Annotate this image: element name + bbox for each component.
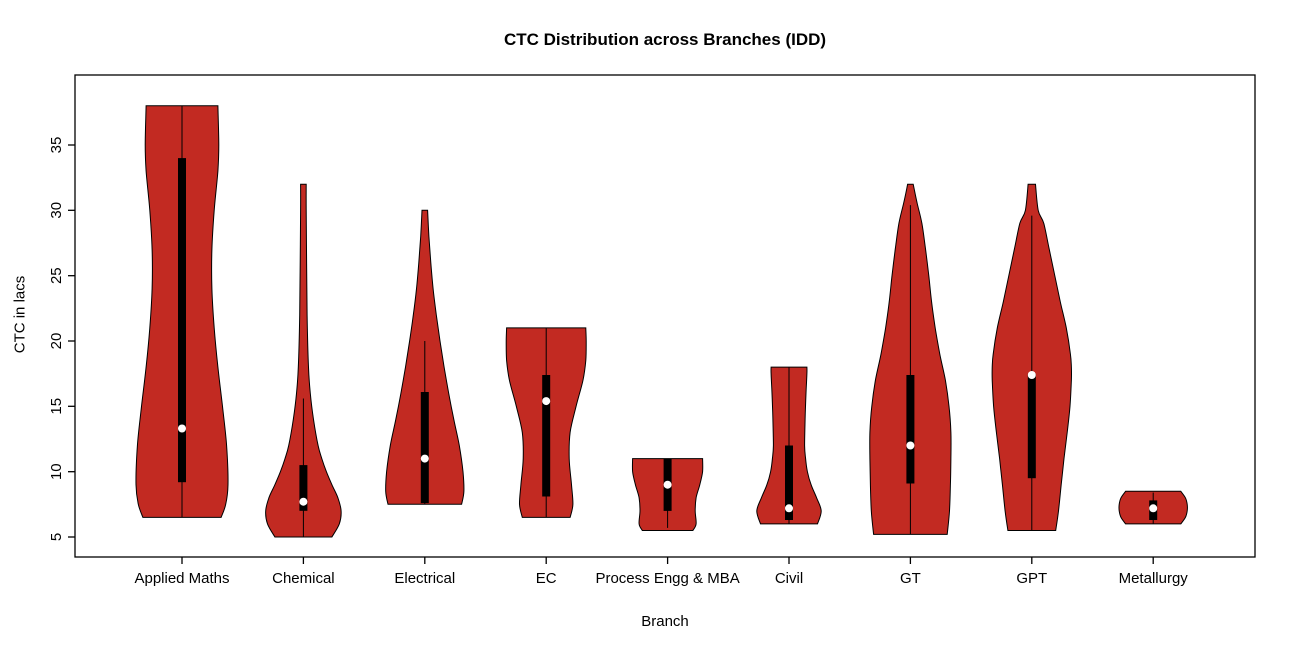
x-tick-label-ec: EC bbox=[536, 570, 557, 587]
x-tick-label-applied-maths: Applied Maths bbox=[134, 570, 229, 587]
x-tick-label-civil: Civil bbox=[775, 570, 803, 587]
median-dot-chemical bbox=[299, 497, 308, 506]
x-tick-label-process-engg-mba: Process Engg & MBA bbox=[595, 570, 739, 587]
chart-title: CTC Distribution across Branches (IDD) bbox=[503, 30, 827, 49]
median-dot-process-engg-mba bbox=[663, 480, 672, 489]
y-tick-label: 30 bbox=[48, 202, 65, 219]
x-tick-label-metallurgy: Metallurgy bbox=[1119, 570, 1189, 587]
y-tick-label: 15 bbox=[48, 398, 65, 415]
y-tick-label: 5 bbox=[48, 533, 65, 541]
iqr-box-applied-maths bbox=[178, 158, 186, 483]
iqr-box-civil bbox=[785, 445, 793, 520]
iqr-box-ec bbox=[542, 375, 551, 497]
y-tick-label: 10 bbox=[48, 463, 65, 480]
violin-chemical bbox=[265, 183, 342, 538]
median-dot-civil bbox=[785, 504, 793, 513]
iqr-box-chemical bbox=[299, 465, 308, 511]
iqr-box-gpt bbox=[1027, 373, 1036, 479]
plot-border bbox=[74, 74, 1256, 558]
median-dot-metallurgy bbox=[1149, 504, 1158, 513]
median-dot-gpt bbox=[1027, 371, 1036, 379]
y-tick-label: 25 bbox=[48, 267, 65, 284]
x-axis-title: Branch bbox=[641, 613, 689, 630]
median-dot-ec bbox=[542, 397, 551, 406]
iqr-box-electrical bbox=[420, 392, 429, 504]
median-dot-applied-maths bbox=[178, 424, 186, 433]
median-dot-electrical bbox=[420, 454, 429, 463]
x-tick-label-gt: GT bbox=[900, 570, 921, 587]
x-tick-label-gpt: GPT bbox=[1016, 570, 1047, 587]
x-tick-label-electrical: Electrical bbox=[394, 570, 455, 587]
y-tick-label: 35 bbox=[48, 137, 65, 154]
iqr-box-gt bbox=[906, 375, 915, 484]
median-dot-gt bbox=[906, 441, 915, 450]
y-tick-label: 20 bbox=[48, 333, 65, 350]
x-tick-label-chemical: Chemical bbox=[272, 570, 335, 587]
